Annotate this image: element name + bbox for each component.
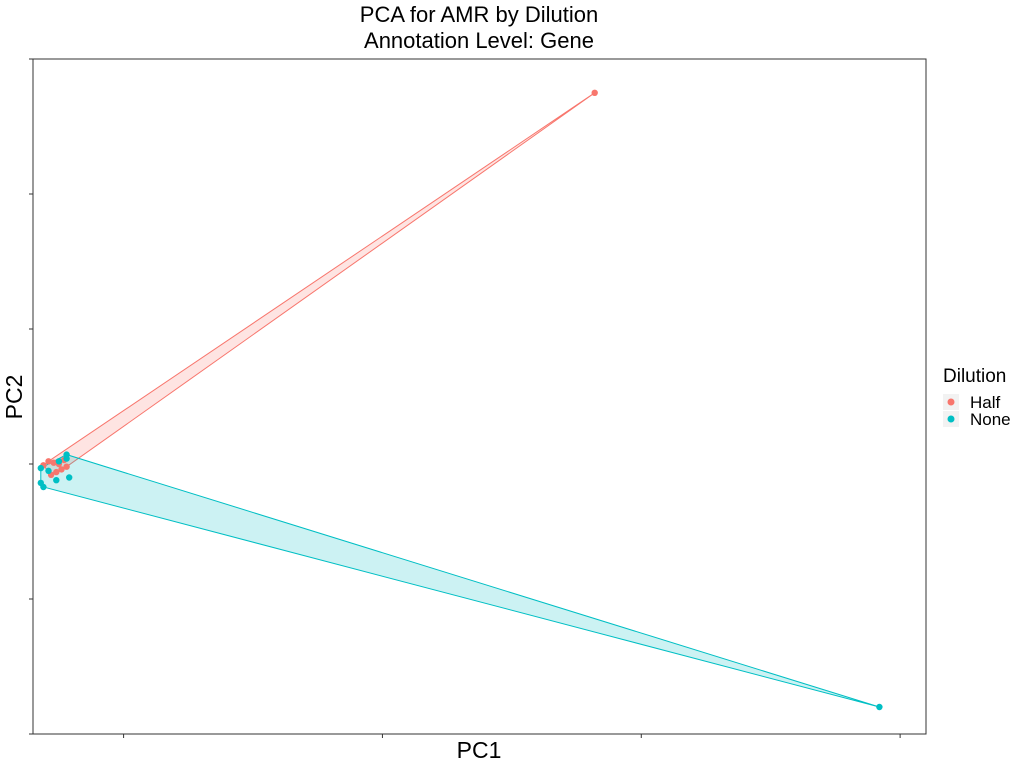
point-half-9: [45, 458, 52, 465]
chart-subtitle: Annotation Level: Gene: [364, 28, 594, 53]
point-half-0: [591, 89, 598, 97]
legend-title: Dilution: [943, 366, 1006, 387]
point-none-1: [37, 464, 44, 472]
point-none-7: [53, 477, 60, 484]
point-half-6: [58, 466, 65, 473]
point-none-0: [876, 703, 883, 711]
point-none-3: [40, 483, 47, 491]
point-none-5: [63, 455, 70, 462]
legend-key-none: [947, 415, 955, 423]
chart-title: PCA for AMR by Dilution: [360, 2, 598, 27]
legend-label-half: Half: [970, 393, 1001, 412]
x-axis-ticks: [123, 734, 901, 738]
y-axis-ticks: [29, 58, 33, 735]
point-half-2: [50, 459, 57, 466]
legend-key-half: [947, 398, 955, 406]
point-none-6: [66, 474, 73, 481]
point-none-9: [45, 467, 52, 474]
hull-none: [40, 454, 880, 708]
legend-label-none: None: [970, 410, 1011, 429]
point-half-8: [63, 463, 70, 470]
plot-panel-border: [32, 58, 927, 735]
point-half-7: [53, 468, 60, 476]
point-none-8: [55, 458, 63, 465]
x-axis-label: PC1: [457, 737, 502, 763]
hull-half: [42, 92, 595, 476]
plot-area: [37, 89, 883, 711]
y-axis-label: PC2: [1, 375, 27, 420]
